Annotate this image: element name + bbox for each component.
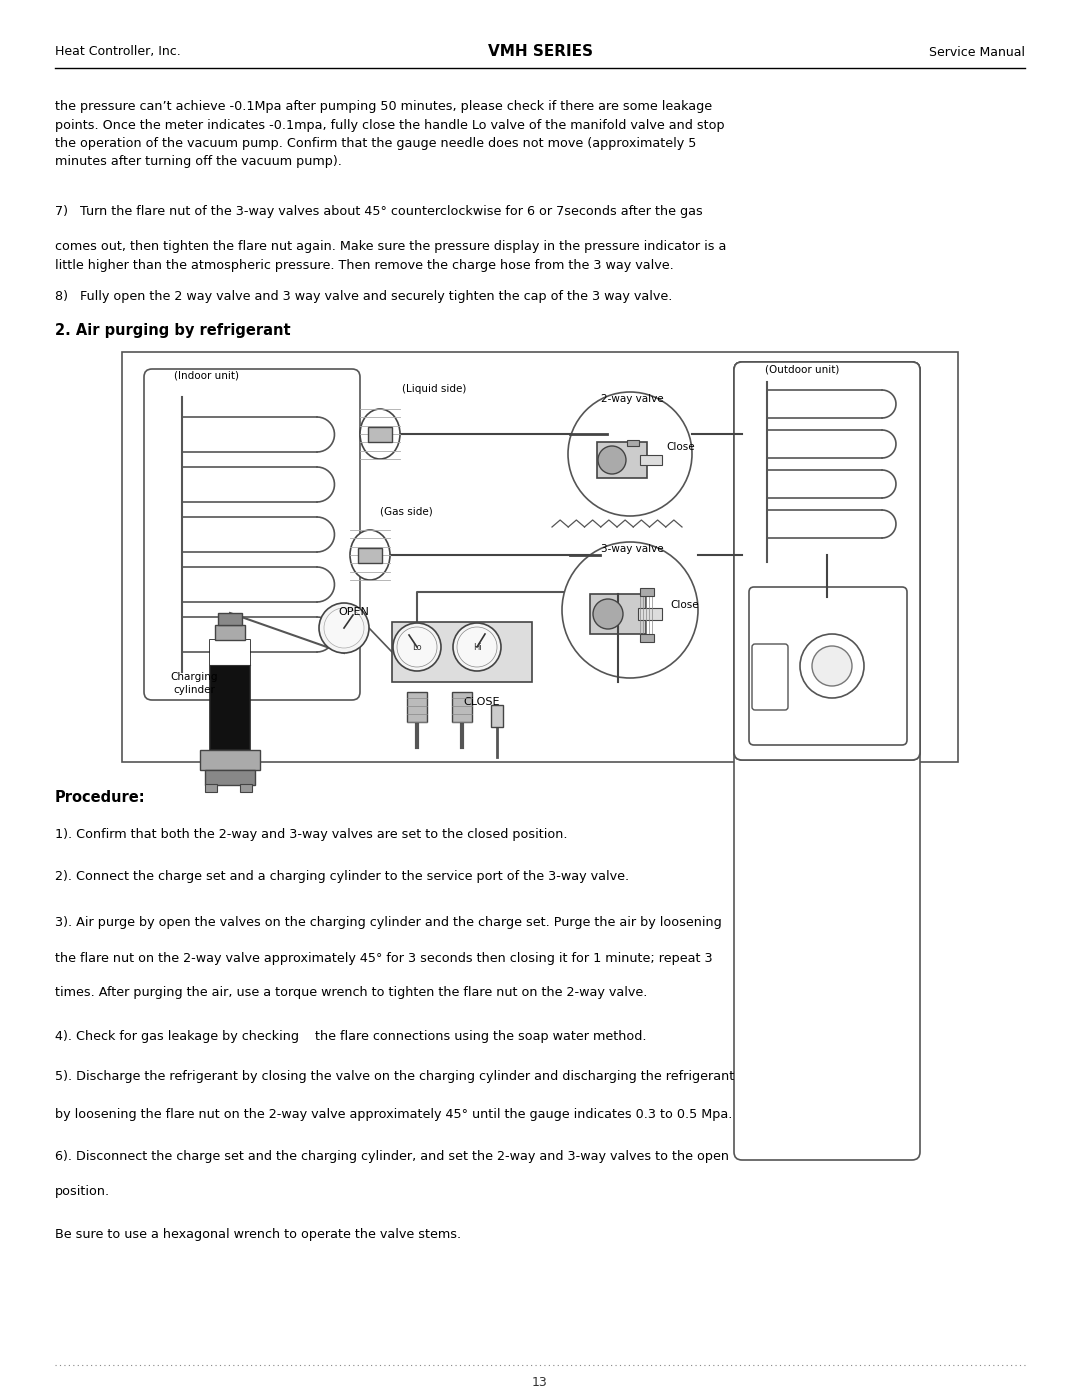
- Text: 6). Disconnect the charge set and the charging cylinder, and set the 2-way and 3: 6). Disconnect the charge set and the ch…: [55, 1150, 729, 1162]
- Bar: [590, 594, 646, 634]
- Text: Lo: Lo: [413, 643, 422, 651]
- Text: Charging
cylinder: Charging cylinder: [171, 672, 218, 696]
- Bar: [640, 588, 654, 597]
- Text: 5). Discharge the refrigerant by closing the valve on the charging cylinder and : 5). Discharge the refrigerant by closing…: [55, 1070, 734, 1083]
- Bar: [640, 634, 654, 643]
- Text: 13: 13: [532, 1376, 548, 1389]
- Text: Hi: Hi: [473, 643, 482, 651]
- FancyBboxPatch shape: [734, 362, 920, 1160]
- Bar: [368, 426, 392, 441]
- FancyBboxPatch shape: [734, 362, 920, 760]
- Bar: [597, 441, 647, 478]
- Bar: [200, 750, 260, 770]
- Text: VMH SERIES: VMH SERIES: [487, 45, 593, 60]
- Text: Close: Close: [666, 441, 694, 453]
- Circle shape: [812, 645, 852, 686]
- Text: Be sure to use a hexagonal wrench to operate the valve stems.: Be sure to use a hexagonal wrench to ope…: [55, 1228, 461, 1241]
- FancyBboxPatch shape: [750, 587, 907, 745]
- Text: 3). Air purge by open the valves on the charging cylinder and the charge set. Pu: 3). Air purge by open the valves on the …: [55, 916, 721, 929]
- Text: the pressure can’t achieve -0.1Mpa after pumping 50 minutes, please check if the: the pressure can’t achieve -0.1Mpa after…: [55, 101, 725, 169]
- Circle shape: [453, 623, 501, 671]
- Circle shape: [324, 608, 364, 648]
- Text: 7)   Turn the flare nut of the 3-way valves about 45° counterclockwise for 6 or : 7) Turn the flare nut of the 3-way valve…: [55, 205, 703, 218]
- Text: times. After purging the air, use a torque wrench to tighten the flare nut on th: times. After purging the air, use a torq…: [55, 986, 647, 999]
- Text: 2-way valve: 2-way valve: [600, 394, 663, 404]
- Bar: [638, 608, 662, 620]
- FancyBboxPatch shape: [752, 644, 788, 710]
- Circle shape: [457, 627, 497, 666]
- Circle shape: [393, 623, 441, 671]
- Text: 1). Confirm that both the 2-way and 3-way valves are set to the closed position.: 1). Confirm that both the 2-way and 3-wa…: [55, 828, 567, 841]
- Text: (Outdoor unit): (Outdoor unit): [765, 365, 839, 374]
- Bar: [640, 455, 662, 465]
- Bar: [215, 624, 245, 640]
- Text: (Liquid side): (Liquid side): [402, 384, 467, 394]
- Bar: [210, 640, 249, 750]
- Circle shape: [568, 393, 692, 515]
- Bar: [491, 705, 503, 726]
- Bar: [392, 622, 532, 682]
- Circle shape: [397, 627, 437, 666]
- Text: OPEN: OPEN: [338, 608, 369, 617]
- Text: by loosening the flare nut on the 2-way valve approximately 45° until the gauge : by loosening the flare nut on the 2-way …: [55, 1108, 732, 1120]
- Text: 2. Air purging by refrigerant: 2. Air purging by refrigerant: [55, 323, 291, 338]
- FancyBboxPatch shape: [144, 369, 360, 700]
- Text: 8)   Fully open the 2 way valve and 3 way valve and securely tighten the cap of : 8) Fully open the 2 way valve and 3 way …: [55, 291, 673, 303]
- Circle shape: [562, 542, 698, 678]
- Bar: [218, 613, 242, 624]
- Bar: [453, 692, 472, 722]
- Circle shape: [319, 604, 369, 652]
- Text: CLOSE: CLOSE: [463, 697, 500, 707]
- Circle shape: [598, 446, 626, 474]
- Circle shape: [800, 634, 864, 698]
- Bar: [627, 440, 639, 446]
- Text: Close: Close: [670, 599, 699, 610]
- FancyBboxPatch shape: [734, 362, 920, 760]
- Circle shape: [593, 599, 623, 629]
- Text: 3-way valve: 3-way valve: [600, 543, 663, 555]
- Bar: [205, 784, 217, 792]
- Text: Procedure:: Procedure:: [55, 789, 146, 805]
- Text: comes out, then tighten the flare nut again. Make sure the pressure display in t: comes out, then tighten the flare nut ag…: [55, 240, 727, 271]
- Text: (Gas side): (Gas side): [380, 507, 433, 517]
- Ellipse shape: [350, 529, 390, 580]
- Text: Heat Controller, Inc.: Heat Controller, Inc.: [55, 46, 180, 59]
- Bar: [205, 770, 255, 785]
- Ellipse shape: [360, 409, 400, 460]
- Text: Service Manual: Service Manual: [929, 46, 1025, 59]
- Text: 2). Connect the charge set and a charging cylinder to the service port of the 3-: 2). Connect the charge set and a chargin…: [55, 870, 630, 883]
- Bar: [240, 784, 252, 792]
- Bar: [210, 640, 249, 665]
- Bar: [122, 352, 958, 761]
- Text: position.: position.: [55, 1185, 110, 1199]
- Bar: [407, 692, 427, 722]
- Bar: [357, 548, 382, 563]
- Text: the flare nut on the 2-way valve approximately 45° for 3 seconds then closing it: the flare nut on the 2-way valve approxi…: [55, 951, 713, 965]
- Text: (Indoor unit): (Indoor unit): [175, 370, 240, 380]
- Text: 4). Check for gas leakage by checking    the flare connections using the soap wa: 4). Check for gas leakage by checking th…: [55, 1030, 647, 1044]
